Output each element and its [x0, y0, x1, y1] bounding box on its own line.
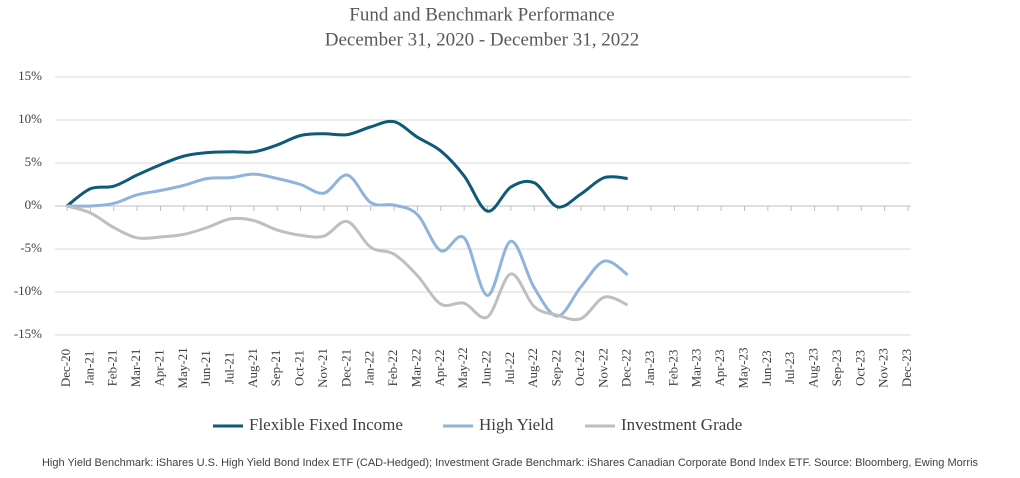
x-tick-label: Sep-21: [268, 350, 283, 387]
x-tick-label: Feb-22: [385, 350, 400, 387]
y-tick-label: 0%: [25, 197, 43, 212]
x-tick-label: Dec-23: [899, 349, 914, 387]
x-tick-label: Dec-21: [338, 349, 353, 387]
x-tick-label: Apr-23: [712, 349, 727, 386]
x-tick-label: Mar-21: [128, 349, 143, 388]
y-tick-label: -15%: [14, 326, 42, 341]
x-tick-label: Sep-23: [829, 350, 844, 387]
x-tick-label: Dec-20: [58, 349, 73, 387]
x-tick-label: May-21: [175, 347, 190, 388]
x-tick-label: Nov-23: [876, 348, 891, 388]
x-tick-label: Jun-21: [198, 350, 213, 385]
x-tick-label: Jun-23: [759, 350, 774, 385]
x-tick-label: Jan-21: [81, 351, 96, 386]
x-tick-label: Sep-22: [549, 350, 564, 387]
series-line: [66, 204, 629, 322]
x-tick-label: Oct-21: [292, 350, 307, 386]
x-tick-label: Jul-22: [502, 352, 517, 385]
y-tick-label: -10%: [14, 283, 42, 298]
x-tick-label: Apr-21: [151, 349, 166, 386]
chart-subtitle: December 31, 2020 - December 31, 2022: [325, 29, 639, 50]
chart-title: Fund and Benchmark Performance: [349, 4, 614, 25]
x-tick-label: Jan-23: [642, 351, 657, 386]
series-line: [66, 172, 629, 318]
legend-label: High Yield: [479, 415, 554, 434]
x-tick-label: Jul-23: [782, 352, 797, 385]
x-tick-label: Apr-22: [432, 349, 447, 386]
legend-label: Flexible Fixed Income: [249, 415, 403, 434]
x-tick-label: Nov-21: [315, 348, 330, 388]
y-tick-label: 5%: [25, 154, 43, 169]
x-tick-label: Feb-21: [105, 350, 120, 387]
source-note: High Yield Benchmark: iShares U.S. High …: [42, 457, 979, 469]
y-tick-label: -5%: [20, 240, 42, 255]
x-tick-label: Feb-23: [665, 350, 680, 387]
y-tick-label: 15%: [18, 68, 42, 83]
x-tick-label: Oct-22: [572, 350, 587, 386]
legend-label: Investment Grade: [621, 415, 742, 434]
x-tick-label: Jan-22: [362, 351, 377, 386]
x-tick-label: Jun-22: [478, 350, 493, 385]
x-tick-label: Aug-22: [525, 348, 540, 388]
x-tick-label: May-23: [735, 347, 750, 388]
x-tick-label: Aug-23: [806, 348, 821, 388]
series-line: [66, 119, 628, 213]
y-tick-label: 10%: [18, 111, 42, 126]
x-tick-label: Aug-21: [245, 348, 260, 388]
x-tick-label: Dec-22: [619, 349, 634, 387]
x-tick-label: Mar-22: [408, 349, 423, 388]
x-tick-label: Oct-23: [852, 350, 867, 386]
x-tick-label: Mar-23: [689, 349, 704, 388]
x-tick-label: Jul-21: [222, 352, 237, 385]
x-tick-label: Nov-22: [595, 348, 610, 388]
x-tick-label: May-22: [455, 347, 470, 388]
